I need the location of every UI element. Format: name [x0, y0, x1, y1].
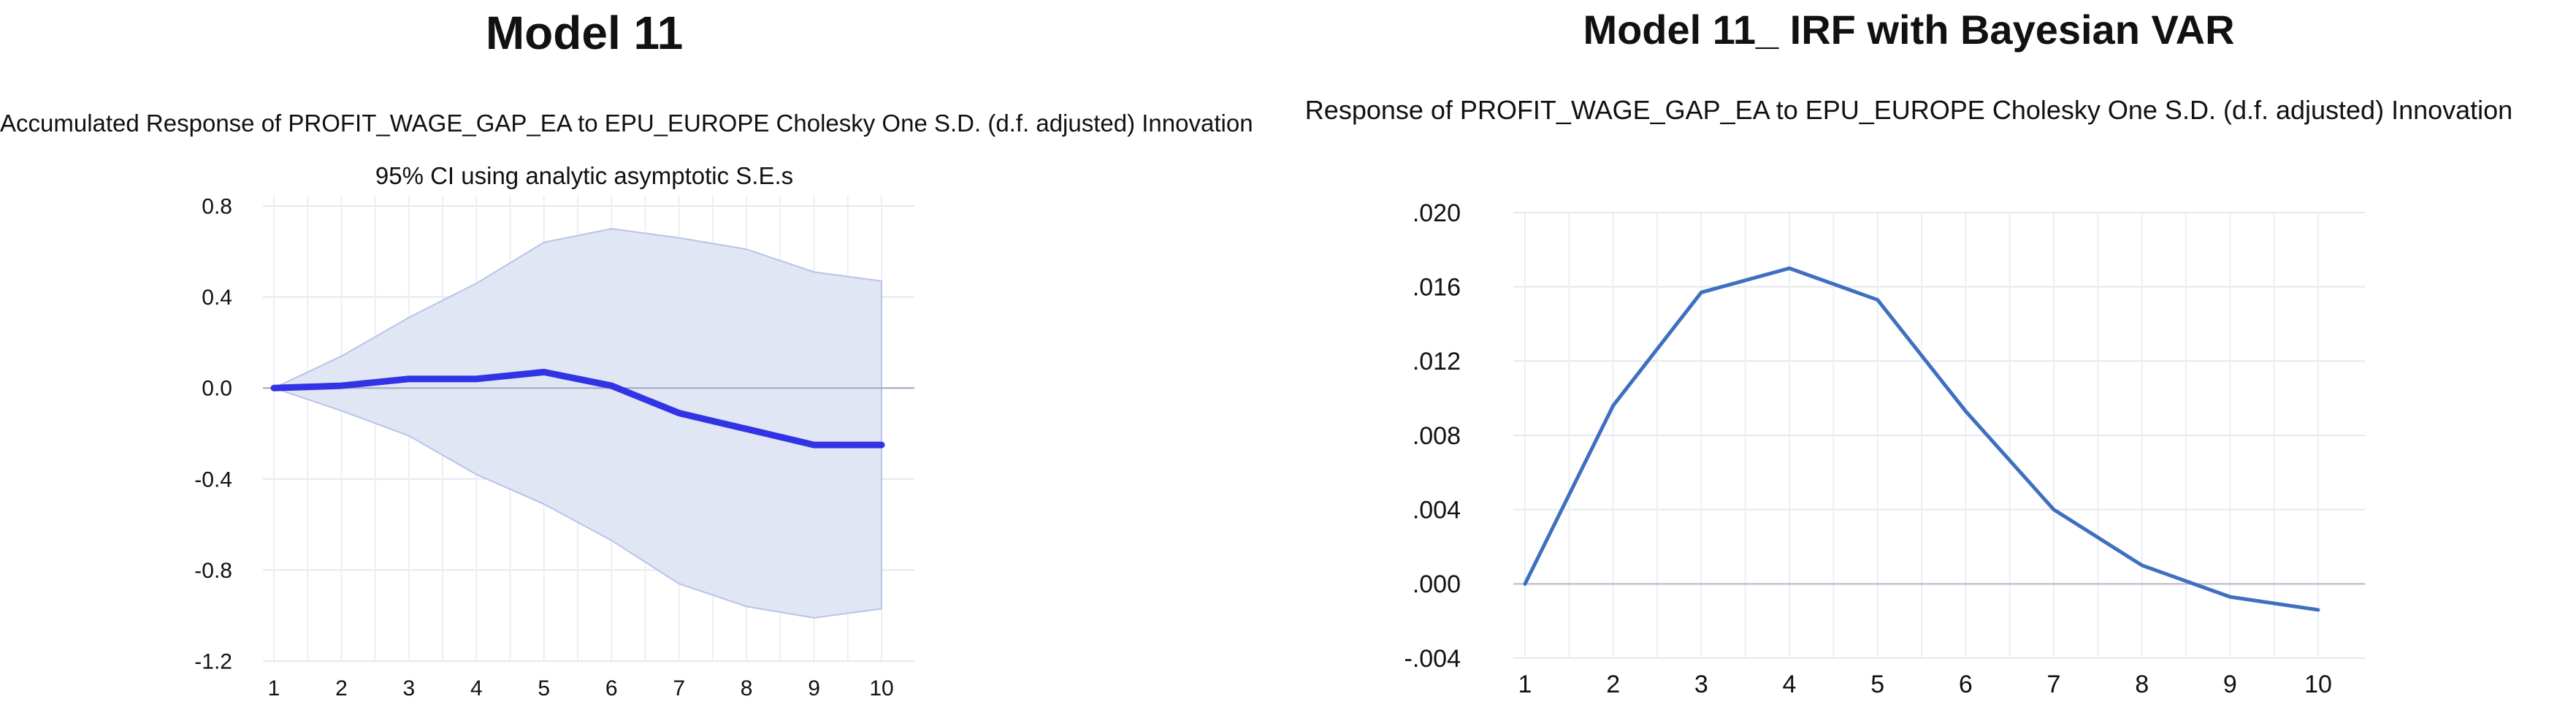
x-tick-label: 8 [741, 676, 753, 701]
right-chart-title: Response of PROFIT_WAGE_GAP_EA to EPU_EU… [1304, 95, 2513, 125]
x-tick-label: 6 [605, 676, 618, 701]
left-model-heading: Model 11 [485, 7, 684, 59]
y-tick-label: 0.0 [202, 377, 232, 401]
left-accumulated-response-chart: 0.8 0.4 0.0 -0.4 -0.8 -1.2 1 2 3 4 5 6 7 8 9 10 [194, 195, 914, 701]
x-tick-label: 7 [673, 676, 685, 701]
x-tick-label: 4 [1783, 671, 1797, 698]
left-chart-panel: Model 11 Accumulated Response of PROFIT_… [0, 0, 1253, 710]
y-tick-label: .000 [1413, 570, 1461, 598]
x-tick-label: 9 [808, 676, 820, 701]
response-line [270, 368, 885, 448]
y-tick-label: -1.2 [194, 650, 232, 674]
right-bayesian-irf-chart: .020 .016 .012 .008 .004 .000 -.004 1 2 3 4 5 6 7 8 9 10 [1404, 199, 2365, 698]
y-tick-label: .004 [1413, 497, 1461, 524]
y-tick-label: .012 [1413, 348, 1461, 375]
x-tick-label: 6 [1959, 671, 1973, 698]
y-tick-label: 0.4 [202, 286, 232, 310]
left-chart-subtitle: 95% CI using analytic asymptotic S.E.s [375, 162, 794, 189]
x-tick-label: 2 [335, 676, 348, 701]
x-tick-label: 5 [538, 676, 550, 701]
y-tick-label: -0.4 [194, 467, 232, 492]
x-tick-label: 9 [2223, 671, 2237, 698]
y-tick-label: -.004 [1404, 645, 1461, 673]
x-tick-label: 5 [1870, 671, 1884, 698]
x-tick-label: 4 [470, 676, 483, 701]
x-tick-label: 8 [2135, 671, 2149, 698]
y-tick-label: -0.8 [194, 559, 232, 583]
y-tick-label: 0.8 [202, 195, 232, 219]
x-tick-label: 1 [268, 676, 280, 701]
x-tick-label: 3 [403, 676, 416, 701]
y-tick-label: .008 [1413, 422, 1461, 450]
right-model-heading: Model 11_ IRF with Bayesian VAR [1583, 7, 2235, 53]
right-chart-panel: Model 11_ IRF with Bayesian VAR Response… [1242, 0, 2576, 710]
response-line [1523, 266, 2320, 612]
x-tick-label: 1 [1518, 671, 1532, 698]
x-tick-label: 10 [869, 676, 893, 701]
x-tick-label: 10 [2304, 671, 2332, 698]
y-tick-label: .020 [1413, 199, 1461, 227]
x-tick-label: 7 [2047, 671, 2061, 698]
x-tick-label: 2 [1606, 671, 1620, 698]
left-chart-title: Accumulated Response of PROFIT_WAGE_GAP_… [0, 110, 1253, 137]
x-tick-label: 3 [1694, 671, 1708, 698]
y-tick-label: .016 [1413, 274, 1461, 302]
